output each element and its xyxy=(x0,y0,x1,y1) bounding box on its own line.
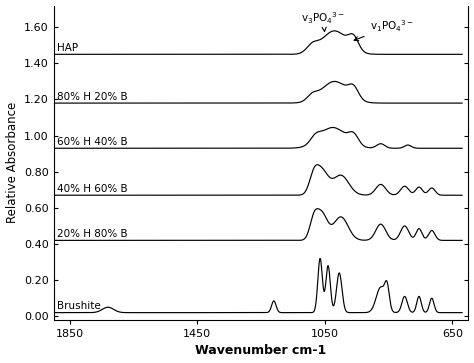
Text: Brushite: Brushite xyxy=(57,301,100,311)
Text: 80% H 20% B: 80% H 20% B xyxy=(57,91,128,102)
Text: 60% H 40% B: 60% H 40% B xyxy=(57,137,128,147)
Text: HAP: HAP xyxy=(57,43,78,53)
Text: 40% H 60% B: 40% H 60% B xyxy=(57,184,128,194)
Text: v$_1$PO$_4$$^{3-}$: v$_1$PO$_4$$^{3-}$ xyxy=(354,18,414,41)
Text: v$_3$PO$_4$$^{3-}$: v$_3$PO$_4$$^{3-}$ xyxy=(301,10,346,32)
X-axis label: Wavenumber cm-1: Wavenumber cm-1 xyxy=(195,344,327,358)
Y-axis label: Relative Absorbance: Relative Absorbance xyxy=(6,102,18,223)
Text: 20% H 80% B: 20% H 80% B xyxy=(57,229,128,239)
